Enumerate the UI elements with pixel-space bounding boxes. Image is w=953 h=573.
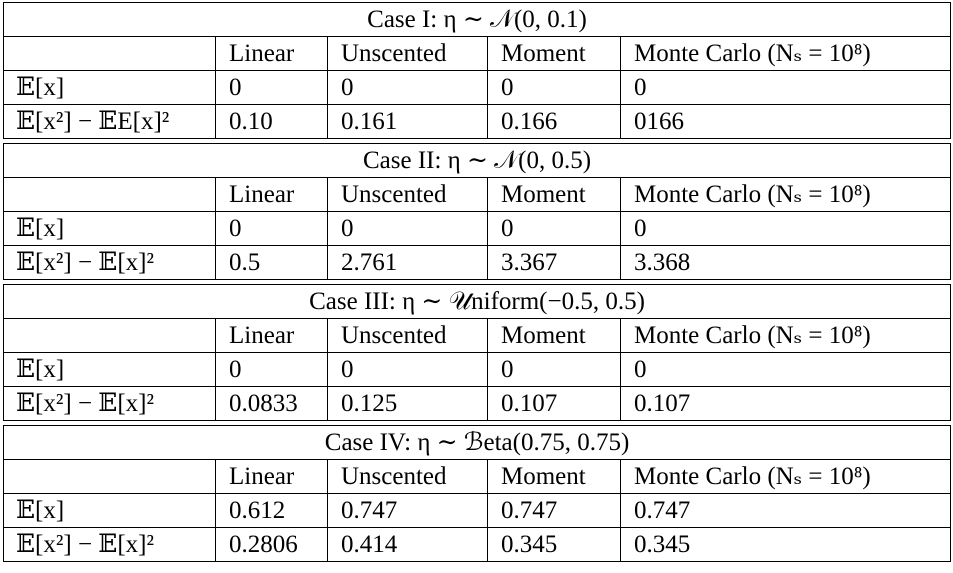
- header-monte-carlo: Monte Carlo (Nₛ = 10⁸): [619, 459, 952, 494]
- value-linear: 0.0833: [215, 386, 328, 421]
- header-monte-carlo: Monte Carlo (Nₛ = 10⁸): [619, 177, 952, 212]
- header-unscented: Unscented: [327, 318, 488, 353]
- case-title: Case II: η ∼ 𝒩(0, 0.5): [2, 143, 952, 178]
- header-linear: Linear: [215, 177, 328, 212]
- value-unscented: 0.414: [327, 527, 488, 562]
- row-label: 𝔼[x]: [3, 493, 216, 528]
- table-row: 𝔼[x²] − 𝔼[x]² 0.2806 0.414 0.345 0.345: [3, 527, 952, 562]
- header-moment: Moment: [487, 459, 621, 494]
- value-linear: 0: [215, 211, 328, 246]
- header-row: Linear Unscented Moment Monte Carlo (Nₛ …: [3, 36, 952, 71]
- value-moment: 0.747: [487, 493, 621, 528]
- case-title-row: Case II: η ∼ 𝒩(0, 0.5): [2, 143, 952, 178]
- empty-header-cell: [3, 318, 216, 353]
- case-title: Case III: η ∼ 𝒰niform(−0.5, 0.5): [2, 284, 952, 319]
- value-monte-carlo: 0166: [619, 104, 952, 139]
- value-monte-carlo: 0.345: [619, 527, 952, 562]
- header-row: Linear Unscented Moment Monte Carlo (Nₛ …: [3, 177, 952, 212]
- header-unscented: Unscented: [327, 459, 488, 494]
- header-moment: Moment: [487, 36, 621, 71]
- value-unscented: 0.161: [327, 104, 488, 139]
- table-row: 𝔼[x²] − 𝔼[x]² 0.5 2.761 3.367 3.368: [3, 245, 952, 280]
- case-title-row: Case IV: η ∼ ℬeta(0.75, 0.75): [2, 425, 952, 460]
- value-moment: 0.166: [487, 104, 621, 139]
- header-linear: Linear: [215, 318, 328, 353]
- header-monte-carlo: Monte Carlo (Nₛ = 10⁸): [619, 318, 952, 353]
- case-title-row: Case I: η ∼ 𝒩(0, 0.1): [2, 2, 952, 37]
- header-moment: Moment: [487, 318, 621, 353]
- header-row: Linear Unscented Moment Monte Carlo (Nₛ …: [3, 318, 952, 353]
- table-row: 𝔼[x] 0 0 0 0: [3, 352, 952, 387]
- value-moment: 0: [487, 70, 621, 105]
- value-linear: 0.10: [215, 104, 328, 139]
- empty-header-cell: [3, 177, 216, 212]
- table-row: 𝔼[x] 0.612 0.747 0.747 0.747: [3, 493, 952, 528]
- row-label: 𝔼[x]: [3, 352, 216, 387]
- case-title: Case IV: η ∼ ℬeta(0.75, 0.75): [2, 425, 952, 460]
- value-monte-carlo: 0.107: [619, 386, 952, 421]
- value-monte-carlo: 3.368: [619, 245, 952, 280]
- header-row: Linear Unscented Moment Monte Carlo (Nₛ …: [3, 459, 952, 494]
- row-label: 𝔼[x²] − 𝔼[x]²: [3, 386, 216, 421]
- header-linear: Linear: [215, 459, 328, 494]
- value-linear: 0.5: [215, 245, 328, 280]
- value-moment: 0.345: [487, 527, 621, 562]
- value-linear: 0.612: [215, 493, 328, 528]
- value-unscented: 0.125: [327, 386, 488, 421]
- value-monte-carlo: 0: [619, 70, 952, 105]
- case-title-row: Case III: η ∼ 𝒰niform(−0.5, 0.5): [2, 284, 952, 319]
- value-moment: 0: [487, 211, 621, 246]
- value-moment: 3.367: [487, 245, 621, 280]
- value-monte-carlo: 0: [619, 352, 952, 387]
- empty-header-cell: [3, 459, 216, 494]
- row-label: 𝔼[x²] − 𝔼E[x]²: [3, 104, 216, 139]
- value-moment: 0: [487, 352, 621, 387]
- empty-header-cell: [3, 36, 216, 71]
- value-unscented: 0: [327, 70, 488, 105]
- header-unscented: Unscented: [327, 177, 488, 212]
- value-linear: 0: [215, 352, 328, 387]
- value-monte-carlo: 0: [619, 211, 952, 246]
- row-label: 𝔼[x²] − 𝔼[x]²: [3, 245, 216, 280]
- case-1-table: Case I: η ∼ 𝒩(0, 0.1) Linear Unscented M…: [2, 2, 952, 139]
- row-label: 𝔼[x²] − 𝔼[x]²: [3, 527, 216, 562]
- value-unscented: 2.761: [327, 245, 488, 280]
- table-row: 𝔼[x²] − 𝔼[x]² 0.0833 0.125 0.107 0.107: [3, 386, 952, 421]
- header-linear: Linear: [215, 36, 328, 71]
- value-monte-carlo: 0.747: [619, 493, 952, 528]
- value-unscented: 0: [327, 211, 488, 246]
- case-2-table: Case II: η ∼ 𝒩(0, 0.5) Linear Unscented …: [2, 143, 952, 280]
- case-3-table: Case III: η ∼ 𝒰niform(−0.5, 0.5) Linear …: [2, 284, 952, 421]
- value-linear: 0.2806: [215, 527, 328, 562]
- value-moment: 0.107: [487, 386, 621, 421]
- row-label: 𝔼[x]: [3, 211, 216, 246]
- header-moment: Moment: [487, 177, 621, 212]
- table-row: 𝔼[x] 0 0 0 0: [3, 70, 952, 105]
- row-label: 𝔼[x]: [3, 70, 216, 105]
- header-unscented: Unscented: [327, 36, 488, 71]
- case-title: Case I: η ∼ 𝒩(0, 0.1): [2, 2, 952, 37]
- value-unscented: 0: [327, 352, 488, 387]
- case-4-table: Case IV: η ∼ ℬeta(0.75, 0.75) Linear Uns…: [2, 425, 952, 562]
- table-row: 𝔼[x] 0 0 0 0: [3, 211, 952, 246]
- table-row: 𝔼[x²] − 𝔼E[x]² 0.10 0.161 0.166 0166: [3, 104, 952, 139]
- value-linear: 0: [215, 70, 328, 105]
- value-unscented: 0.747: [327, 493, 488, 528]
- header-monte-carlo: Monte Carlo (Nₛ = 10⁸): [619, 36, 952, 71]
